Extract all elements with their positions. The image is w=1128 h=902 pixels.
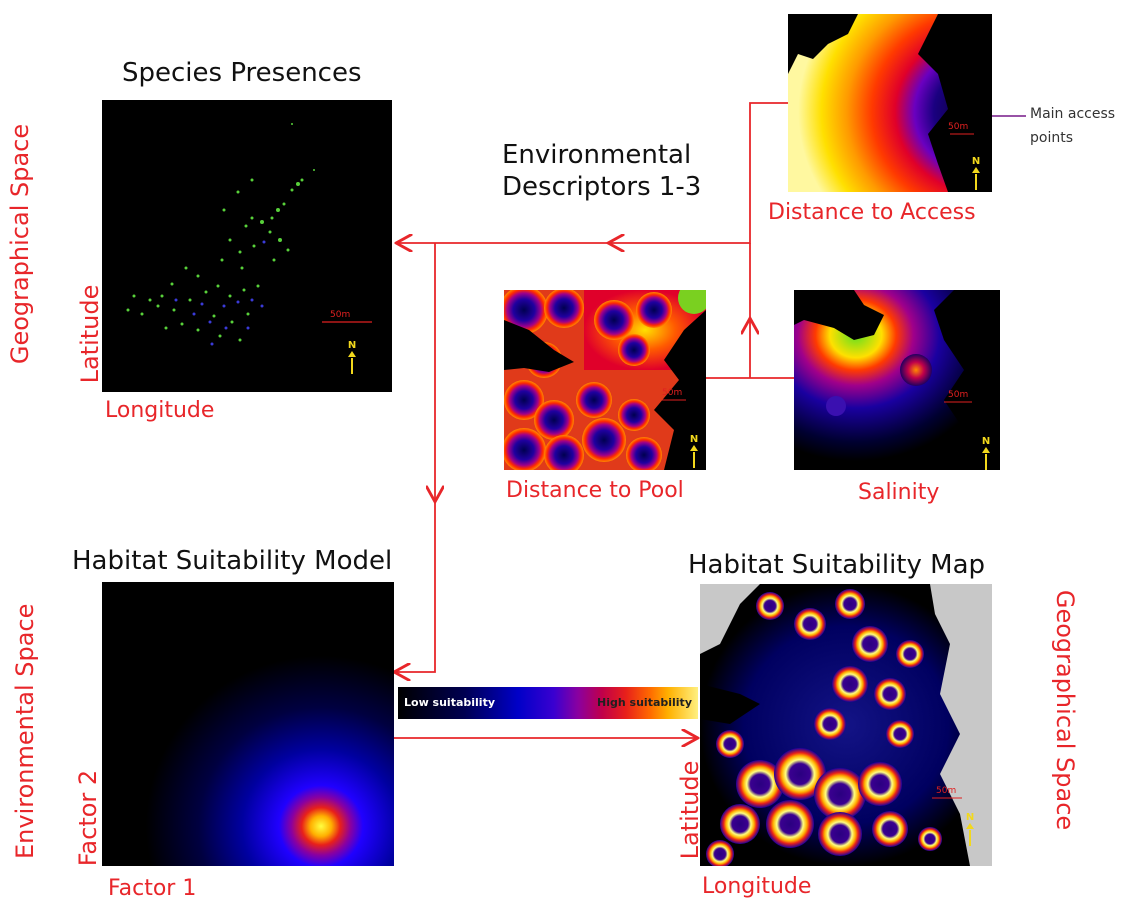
map-y-label: Latitude (676, 760, 704, 860)
north-arrow-icon: N (346, 340, 358, 374)
descriptors-title-line1: Environmental (502, 140, 692, 170)
habitat-suitability-model-plot (102, 582, 394, 866)
scale-bar: 50m (948, 390, 969, 400)
model-y-label: Factor 2 (74, 769, 102, 867)
descriptors-title-line2: Descriptors 1-3 (502, 172, 702, 202)
geographical-space-label-right: Geographical Space (1051, 589, 1079, 831)
legend-high-label: High suitability (597, 696, 692, 709)
environmental-space-label: Environmental Space (11, 603, 39, 859)
presences-y-label: Latitude (76, 284, 104, 384)
north-arrow-icon: N (964, 812, 976, 846)
map-x-label: Longitude (702, 874, 812, 899)
distance-to-pool-map: 50m N (504, 290, 706, 470)
scale-bar: 50m (330, 310, 351, 320)
habitat-model-title: Habitat Suitability Model (72, 546, 393, 576)
north-arrow-icon: N (980, 436, 992, 470)
scale-bar: 50m (662, 388, 683, 398)
distance-to-access-map: 50m N (788, 14, 992, 192)
species-presences-map: 50m N (102, 100, 392, 392)
scale-bar: 50m (948, 122, 969, 132)
north-arrow-icon: N (688, 434, 700, 468)
salinity-map: 50m N (794, 290, 1000, 470)
distance-to-pool-label: Distance to Pool (506, 478, 684, 503)
geographical-space-label-left: Geographical Space (6, 123, 34, 365)
legend-low-label: Low suitability (404, 696, 496, 709)
suitability-color-legend: Low suitability High suitability (398, 687, 698, 719)
model-x-label: Factor 1 (108, 876, 197, 901)
north-arrow-icon: N (970, 156, 982, 190)
salinity-label: Salinity (858, 480, 940, 505)
access-points-annotation-line2: points (1030, 130, 1073, 146)
presence-points (126, 123, 372, 346)
distance-to-access-label: Distance to Access (768, 200, 976, 225)
access-points-annotation-line1: Main access (1030, 106, 1116, 122)
species-presences-title: Species Presences (122, 58, 362, 88)
scale-bar: 50m (936, 786, 957, 796)
habitat-map-title: Habitat Suitability Map (688, 550, 986, 580)
presences-x-label: Longitude (105, 398, 215, 423)
habitat-suitability-map: 50m N (700, 584, 992, 866)
